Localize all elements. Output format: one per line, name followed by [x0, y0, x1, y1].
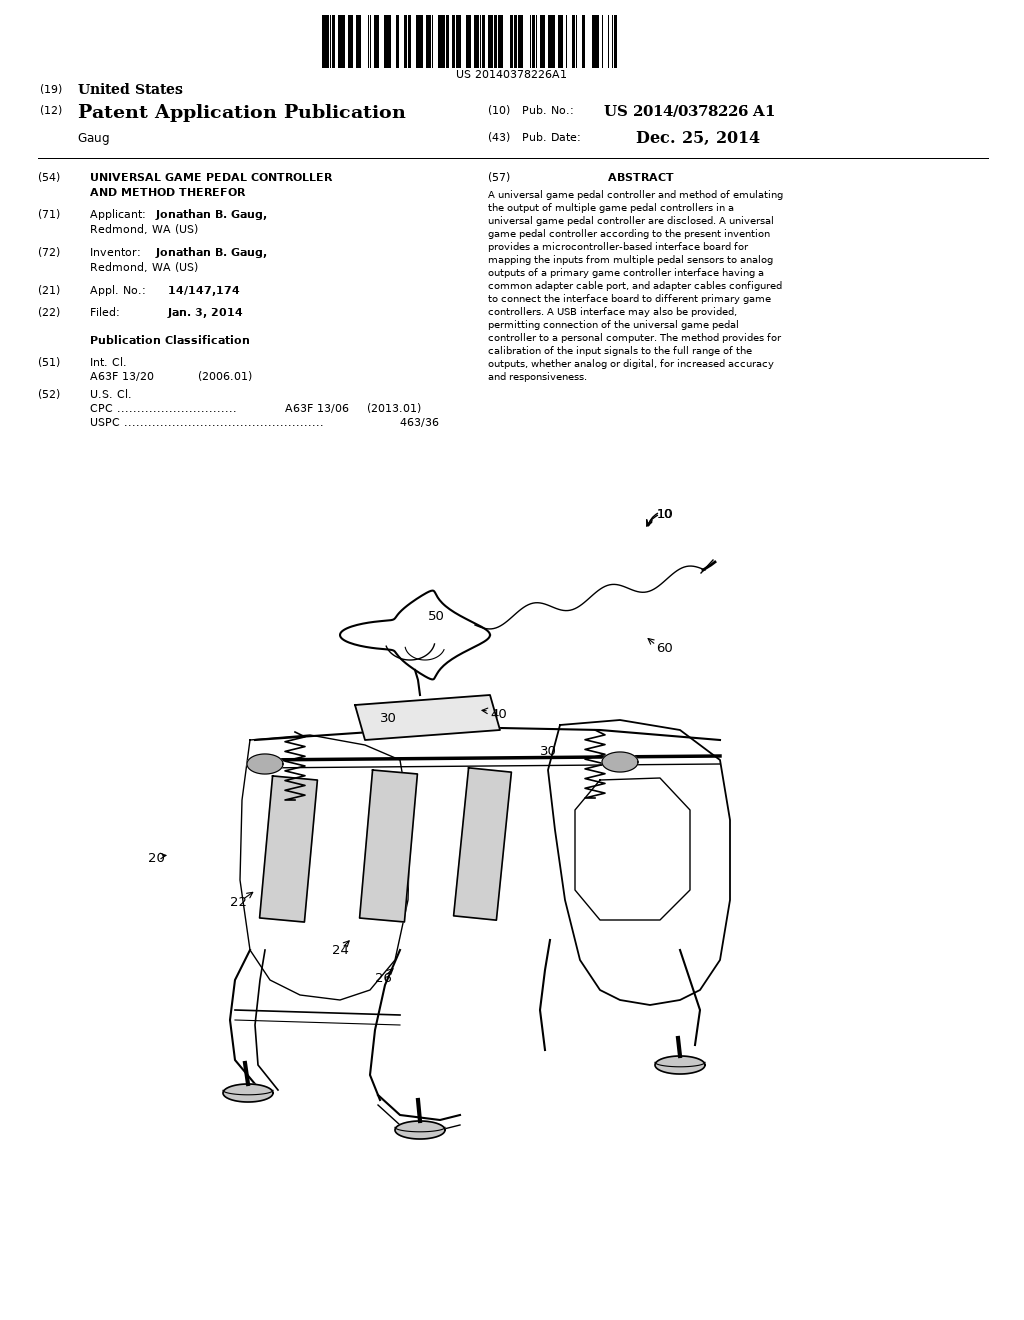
Polygon shape: [454, 768, 511, 920]
Polygon shape: [223, 1084, 273, 1102]
Polygon shape: [247, 754, 283, 774]
Text: 30: 30: [380, 711, 397, 725]
Text: 30: 30: [540, 744, 557, 758]
Text: 20: 20: [148, 851, 165, 865]
Polygon shape: [355, 696, 500, 741]
Polygon shape: [260, 776, 317, 923]
Polygon shape: [395, 1121, 445, 1139]
Text: 40: 40: [490, 708, 507, 721]
Text: 60: 60: [656, 642, 673, 655]
Polygon shape: [655, 1056, 705, 1074]
Text: 10: 10: [657, 508, 673, 521]
Polygon shape: [602, 752, 638, 772]
Text: 26: 26: [375, 972, 392, 985]
Polygon shape: [359, 770, 418, 921]
Text: 50: 50: [428, 610, 444, 623]
Text: 24: 24: [332, 944, 349, 957]
Text: 10: 10: [657, 508, 674, 521]
Text: 22: 22: [230, 896, 247, 909]
